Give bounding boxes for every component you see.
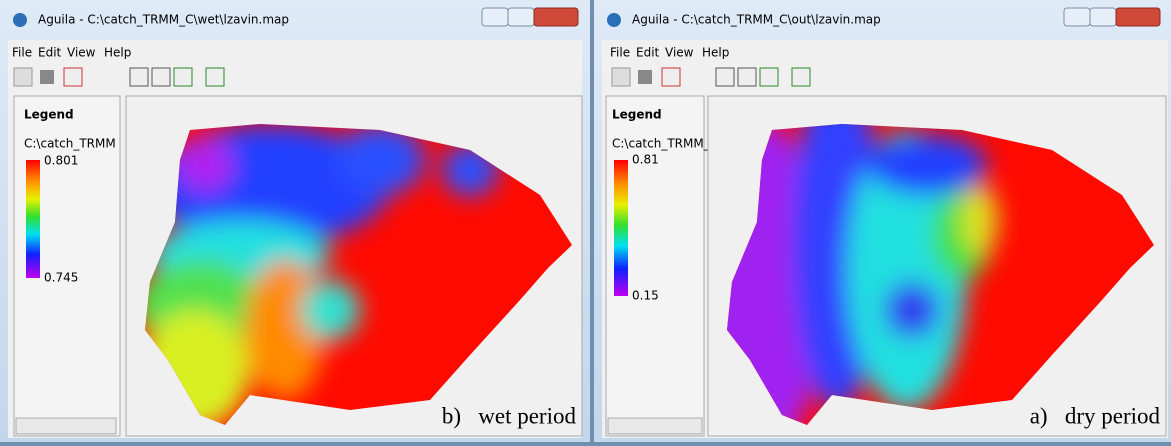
close[interactable] <box>534 8 578 26</box>
menu-item[interactable]: View <box>665 46 694 60</box>
app-icon <box>13 13 27 27</box>
screen: Aguila - C:\catch_TRMM_C\wet\lzavin.map … <box>0 0 1171 442</box>
tool-button[interactable] <box>716 68 734 86</box>
scrollbar[interactable] <box>16 418 116 434</box>
window: Aguila - C:\catch_TRMM_C\out\lzavin.map … <box>594 0 1171 442</box>
menu-item[interactable]: File <box>610 46 630 60</box>
menu-item[interactable]: View <box>67 46 96 60</box>
tool-button[interactable] <box>612 68 630 86</box>
legend-min: 0.15 <box>632 289 659 303</box>
maximize[interactable] <box>1090 8 1116 26</box>
page: Aguila - C:\catch_TRMM_C\wet\lzavin.map … <box>0 0 1171 442</box>
minimize[interactable] <box>1064 8 1090 26</box>
tool-button[interactable] <box>64 68 82 86</box>
maximize[interactable] <box>508 8 534 26</box>
tool-button[interactable] <box>130 68 148 86</box>
caption: a) dry period <box>1030 403 1161 428</box>
minimize[interactable] <box>482 8 508 26</box>
caption: b) wet period <box>442 403 577 428</box>
tool-button[interactable] <box>792 68 810 86</box>
tool-button[interactable] <box>662 68 680 86</box>
menu-item[interactable]: Edit <box>636 46 660 60</box>
tool-button[interactable] <box>738 68 756 86</box>
legend-max: 0.81 <box>632 153 659 167</box>
window: Aguila - C:\catch_TRMM_C\wet\lzavin.map … <box>0 0 590 442</box>
window-title: Aguila - C:\catch_TRMM_C\wet\lzavin.map <box>38 13 289 27</box>
window-title: Aguila - C:\catch_TRMM_C\out\lzavin.map <box>632 13 881 27</box>
menu-item[interactable]: File <box>12 46 32 60</box>
legend-title: Legend <box>24 108 74 122</box>
legend-min: 0.745 <box>44 271 78 285</box>
tool-button[interactable] <box>14 68 32 86</box>
tool-button[interactable] <box>206 68 224 86</box>
color-bar <box>26 160 40 278</box>
app-icon <box>607 13 621 27</box>
tool-button[interactable] <box>152 68 170 86</box>
menu-item[interactable]: Help <box>104 46 131 60</box>
color-bar <box>614 160 628 296</box>
legend-layer: C:\catch_TRMM <box>24 137 116 151</box>
menu-item[interactable]: Edit <box>38 46 62 60</box>
legend-layer: C:\catch_TRMM_ <box>612 137 711 151</box>
tool-button[interactable] <box>174 68 192 86</box>
legend-title: Legend <box>612 108 662 122</box>
tool-button[interactable] <box>40 70 54 84</box>
tool-button[interactable] <box>760 68 778 86</box>
scrollbar[interactable] <box>608 418 702 434</box>
tool-button[interactable] <box>638 70 652 84</box>
legend-max: 0.801 <box>44 154 78 168</box>
close[interactable] <box>1116 8 1160 26</box>
menu-item[interactable]: Help <box>702 46 729 60</box>
